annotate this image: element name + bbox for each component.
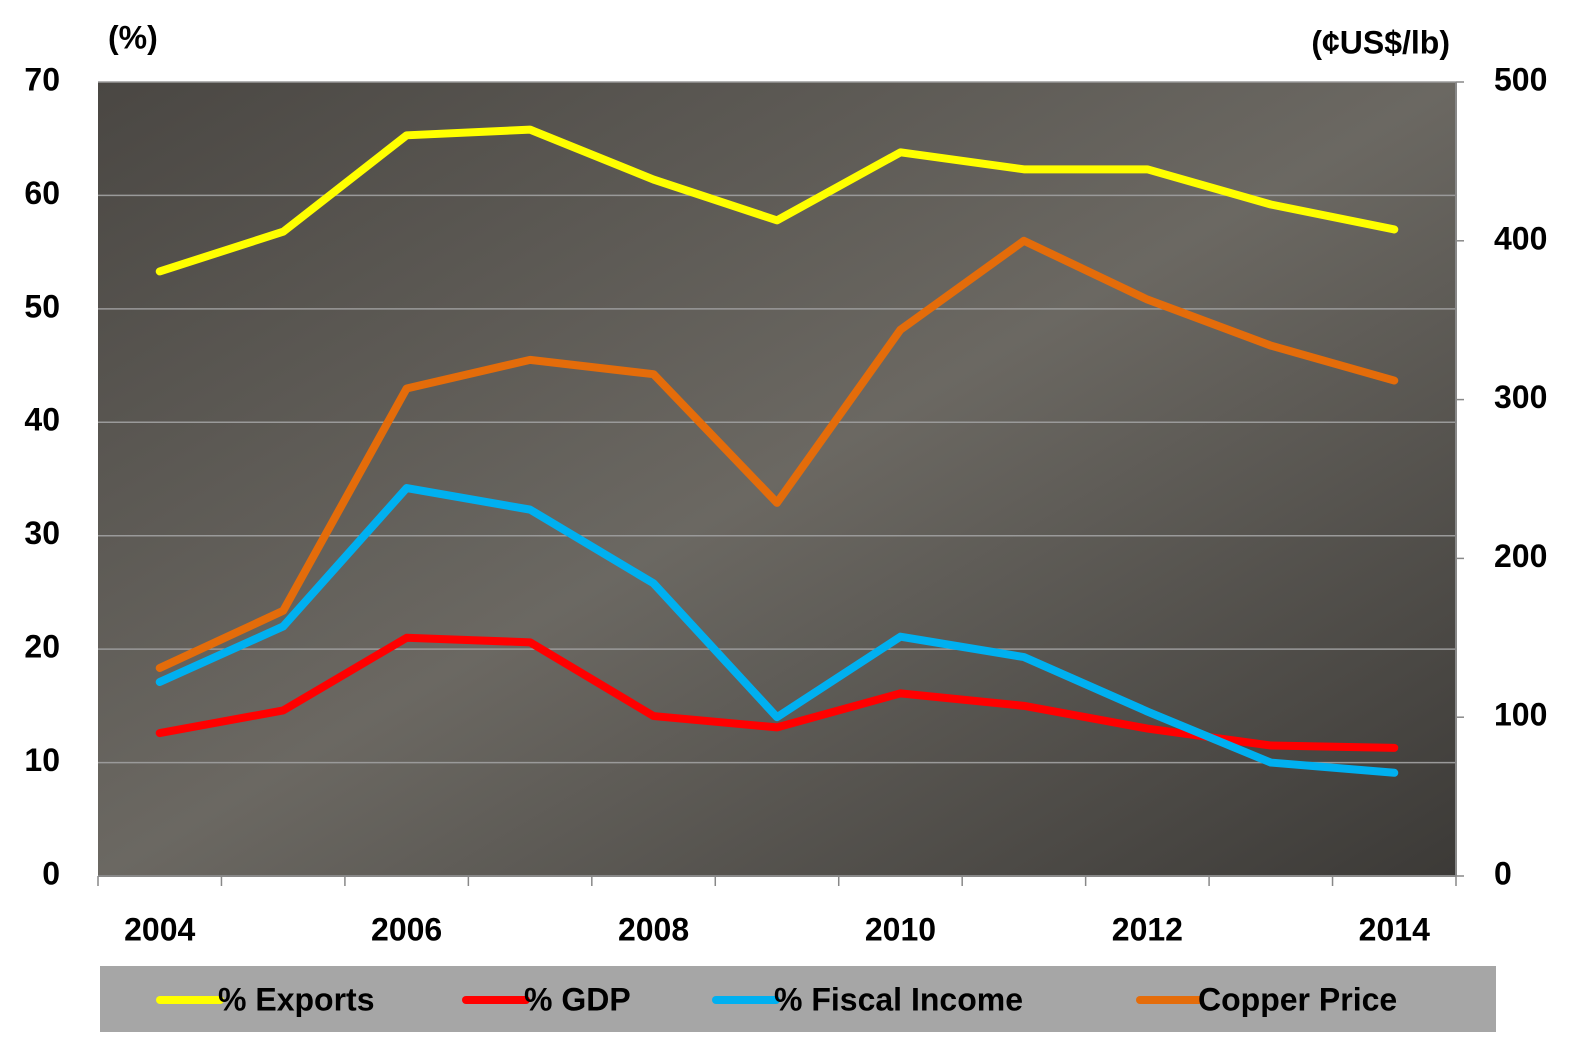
x-tick-label: 2010	[865, 911, 936, 947]
x-tick-label: 2012	[1112, 911, 1183, 947]
y-tick-label: 60	[24, 175, 60, 211]
chart: (%) (¢US$/lb) 0 10 20 30 40 50 60 70 0 100 200 300 4…	[0, 0, 1590, 1042]
y2-tick-label: 100	[1494, 697, 1547, 733]
y2-tick-label: 0	[1494, 855, 1512, 891]
x-tick-label: 2004	[124, 911, 195, 947]
y-tick-label: 40	[24, 402, 60, 438]
legend-label: % GDP	[524, 981, 631, 1017]
x-tick-label: 2006	[371, 911, 442, 947]
y-tick-label: 30	[24, 515, 60, 551]
y-tick-label: 50	[24, 288, 60, 324]
x-tick-label: 2014	[1359, 911, 1430, 947]
y-tick-label: 0	[42, 855, 60, 891]
x-tick-label: 2008	[618, 911, 689, 947]
y2-tick-label: 400	[1494, 220, 1547, 256]
legend-label: % Exports	[218, 981, 374, 1017]
y2-tick-label: 200	[1494, 538, 1547, 574]
y-tick-label: 10	[24, 742, 60, 778]
y2-tick-label: 300	[1494, 379, 1547, 415]
y-axis-label: (%)	[108, 19, 158, 55]
y2-axis-label: (¢US$/lb)	[1311, 24, 1450, 60]
legend-label: Copper Price	[1198, 981, 1397, 1017]
y-tick-label: 70	[24, 61, 60, 97]
legend-label: % Fiscal Income	[774, 981, 1023, 1017]
y2-tick-label: 500	[1494, 61, 1547, 97]
y-tick-label: 20	[24, 629, 60, 665]
